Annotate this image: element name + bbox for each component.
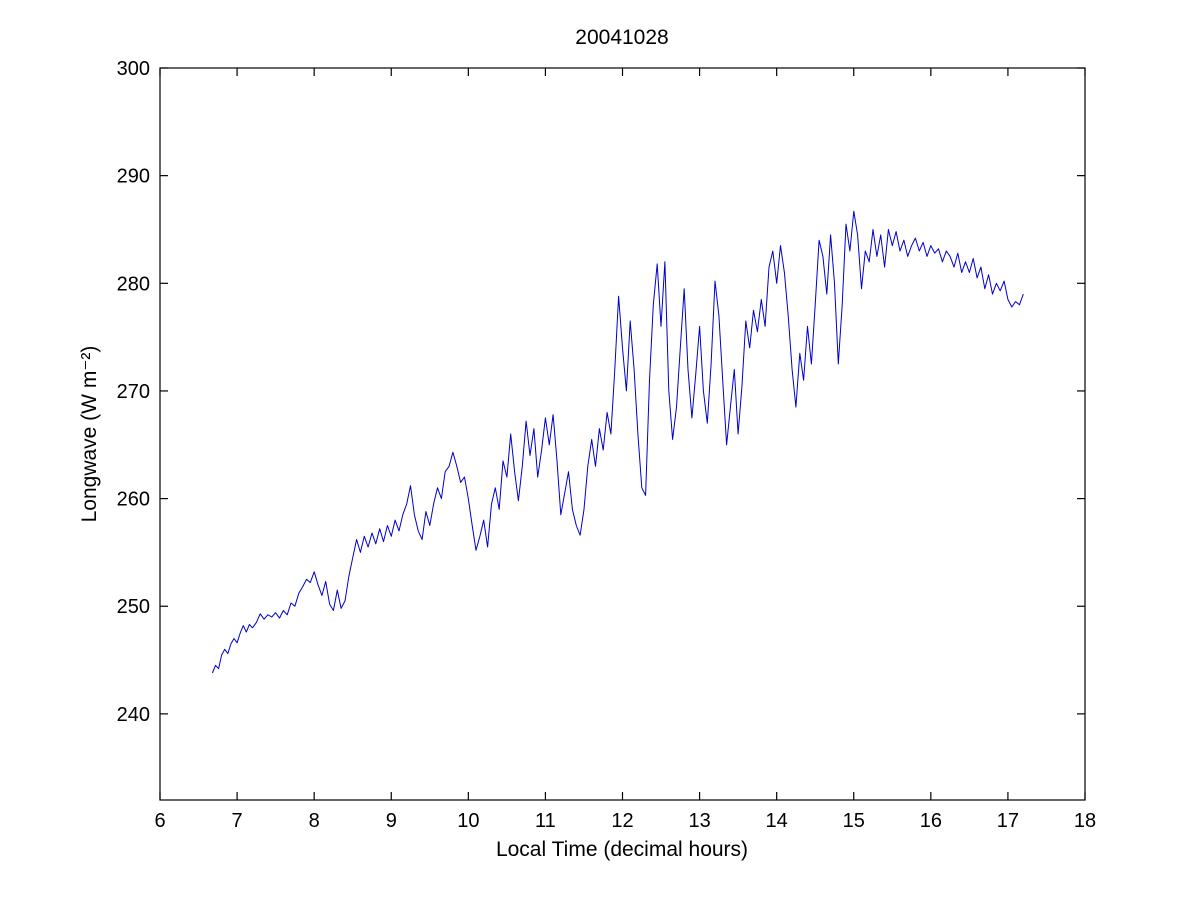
x-axis-label: Local Time (decimal hours) bbox=[496, 838, 748, 861]
y-tick-label: 290 bbox=[117, 166, 150, 188]
tick-labels: 6 7 8 9 10 11 12 13 14 15 16 17 18 240 250 260 270 280 290… bbox=[117, 58, 1097, 832]
y-tick-label: 280 bbox=[117, 273, 150, 295]
x-tick-label: 14 bbox=[766, 810, 788, 832]
x-tick-label: 12 bbox=[611, 810, 633, 832]
y-axis-label: Longwave (W m⁻²) bbox=[78, 346, 101, 523]
data-series bbox=[211, 210, 1024, 674]
x-tick-label: 11 bbox=[535, 810, 556, 832]
y-tick-label: 300 bbox=[117, 58, 150, 80]
y-tick-label: 250 bbox=[117, 596, 150, 618]
x-tick-label: 16 bbox=[920, 810, 942, 832]
y-tick-label: 260 bbox=[117, 489, 150, 511]
y-tick-label: 240 bbox=[117, 704, 150, 726]
x-tick-label: 17 bbox=[997, 810, 1019, 832]
series-line-longwave bbox=[211, 210, 1024, 674]
x-tick-label: 7 bbox=[232, 810, 243, 832]
x-tick-label: 18 bbox=[1074, 810, 1096, 832]
x-tick-label: 6 bbox=[154, 810, 165, 832]
x-tick-label: 15 bbox=[843, 810, 865, 832]
x-tick-label: 8 bbox=[309, 810, 320, 832]
plot-box bbox=[159, 67, 1086, 801]
axes bbox=[159, 67, 1086, 801]
x-tick-label: 10 bbox=[457, 810, 479, 832]
x-tick-label: 9 bbox=[386, 810, 397, 832]
chart-title: 20041028 bbox=[575, 26, 668, 49]
tick-marks bbox=[159, 67, 1086, 800]
x-tick-label: 13 bbox=[688, 810, 710, 832]
y-tick-label: 270 bbox=[117, 381, 150, 403]
